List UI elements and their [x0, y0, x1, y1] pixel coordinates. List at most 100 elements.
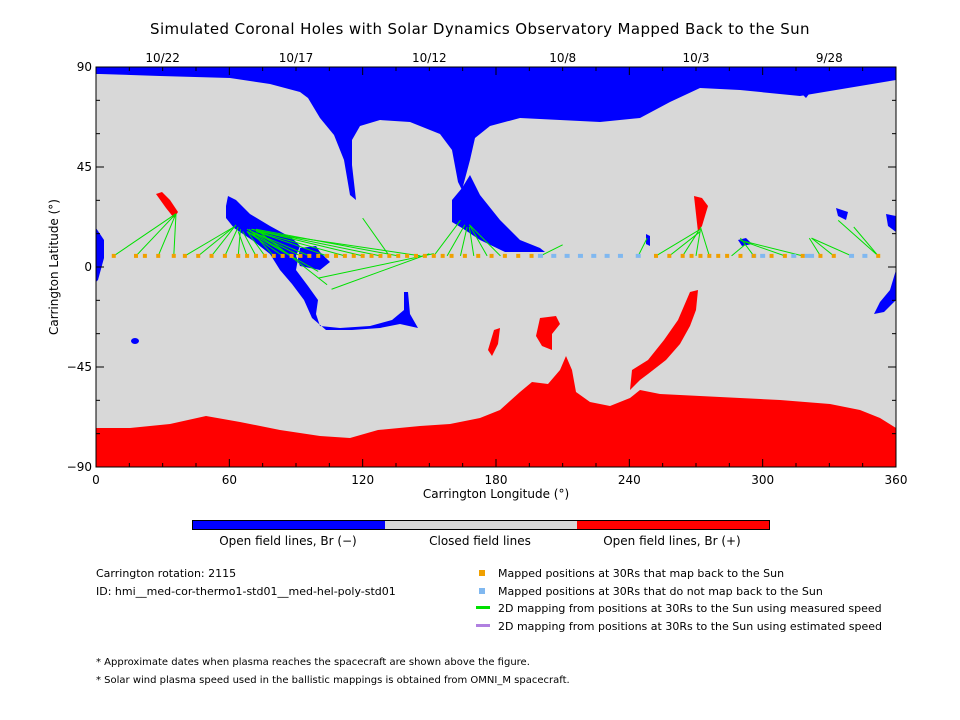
axis-tick-labels: 0 60 120 180 240 300 360 90 45 0 −45 −90 10/22 10/17 1…	[67, 51, 908, 487]
mapped-point	[360, 253, 365, 258]
mapping-line	[237, 229, 241, 256]
mapped-point	[254, 253, 258, 258]
mapped-point	[782, 253, 787, 258]
mapped-point	[298, 253, 303, 258]
mapped-points	[111, 253, 881, 258]
x-tick-label: 120	[351, 473, 374, 487]
mapping-line	[251, 230, 310, 257]
unmapped-point	[849, 253, 855, 258]
chart-title: Simulated Coronal Holes with Solar Dynam…	[150, 20, 810, 38]
mapped-point	[667, 253, 672, 258]
axis-ticks	[95, 66, 897, 468]
unmapped-point	[537, 253, 543, 258]
mapped-point	[414, 253, 418, 258]
mapping-line	[135, 213, 177, 257]
positive-feature-lon270	[694, 196, 708, 232]
mapped-point	[334, 253, 338, 258]
legend-unmapped-label: Mapped positions at 30Rs that do not map…	[498, 585, 823, 598]
unmapped-point	[617, 253, 623, 258]
x-tick-label: 300	[751, 473, 774, 487]
mapped-point	[707, 253, 712, 258]
mapped-point	[529, 253, 534, 258]
unmapped-point	[635, 253, 641, 258]
carrington-rotation: Carrington rotation: 2115	[96, 567, 237, 580]
top-date-label: 10/8	[549, 51, 576, 65]
mapping-line	[695, 229, 701, 256]
mapping-line	[246, 231, 283, 257]
mapping-line	[540, 244, 563, 257]
y-axis-label: Carrington Latitude (°)	[47, 199, 61, 335]
negative-feature-lon350	[886, 214, 896, 232]
mapped-point	[422, 253, 427, 258]
footnote-dates: * Approximate dates when plasma reaches …	[96, 657, 530, 668]
footnote-speed: * Solar wind plasma speed used in the ba…	[96, 675, 570, 686]
mapping-line	[157, 213, 177, 257]
mapping-line	[246, 231, 319, 272]
top-date-label: 10/3	[683, 51, 710, 65]
unmapped-point	[809, 253, 815, 258]
mapping-line	[731, 244, 746, 257]
positive-feature-lon182	[488, 328, 500, 356]
mapping-line	[468, 226, 475, 256]
y-tick-label: 45	[77, 160, 92, 174]
mapped-point	[654, 253, 658, 258]
y-tick-label: 90	[77, 60, 92, 74]
mapping-line	[811, 237, 852, 257]
mapped-point	[680, 253, 685, 258]
mapping-line	[837, 219, 879, 257]
colorbar-closed-label: Closed field lines	[429, 534, 531, 548]
mapped-point	[222, 253, 227, 258]
mapped-point	[440, 253, 445, 258]
mapping-line	[255, 228, 399, 257]
unmapped-point	[760, 253, 766, 258]
mapping-line	[246, 231, 266, 257]
mapped-point	[316, 253, 321, 258]
mapped-point	[387, 253, 392, 258]
legend-measured-label: 2D mapping from positions at 30Rs to the…	[498, 602, 882, 615]
mapped-point	[876, 253, 881, 258]
mapped-point	[516, 253, 521, 258]
unmapped-point	[551, 253, 557, 258]
field-regions	[96, 67, 896, 467]
mapped-point	[698, 253, 703, 258]
mapping-line	[362, 217, 390, 257]
x-tick-label: 0	[92, 473, 100, 487]
mapping-line	[248, 228, 275, 257]
mapping-line	[682, 231, 699, 257]
mapped-point	[156, 253, 161, 258]
unmapped-point	[791, 253, 797, 258]
x-tick-label: 180	[485, 473, 508, 487]
mapped-point	[351, 253, 356, 258]
mapped-point	[716, 253, 721, 258]
mapping-line	[211, 224, 237, 257]
legend-estimated-label: 2D mapping from positions at 30Rs to the…	[498, 620, 883, 633]
mapped-point	[431, 253, 436, 258]
mapping-lines	[113, 213, 879, 290]
negative-feature-lon0	[96, 228, 104, 282]
mapping-line	[224, 226, 239, 257]
top-date-label: 10/22	[145, 51, 180, 65]
negative-lobe-180	[452, 175, 545, 252]
model-id: ID: hmi__med-cor-thermo1-std01__med-hel-…	[96, 585, 396, 598]
mapping-line	[637, 237, 648, 257]
south-polar-coronal-hole	[96, 356, 896, 467]
mapped-point	[262, 253, 267, 258]
colorbar-closed	[385, 521, 577, 529]
x-tick-label: 360	[885, 473, 908, 487]
mapped-point	[134, 253, 138, 258]
negative-feature-lon248	[646, 234, 650, 246]
mapping-line	[113, 213, 177, 257]
mapped-point	[738, 253, 743, 258]
y-tick-label: −45	[67, 360, 92, 374]
mapped-point	[245, 253, 250, 258]
unmapped-point	[591, 253, 597, 258]
mapped-point	[489, 253, 494, 258]
top-date-label: 9/28	[816, 51, 843, 65]
colorbar	[192, 520, 770, 530]
x-tick-label: 240	[618, 473, 641, 487]
mapping-line	[197, 226, 235, 257]
mapped-point	[280, 253, 285, 258]
mapping-line	[251, 230, 301, 257]
mapped-point	[342, 253, 347, 258]
unmapped-point	[564, 253, 570, 258]
